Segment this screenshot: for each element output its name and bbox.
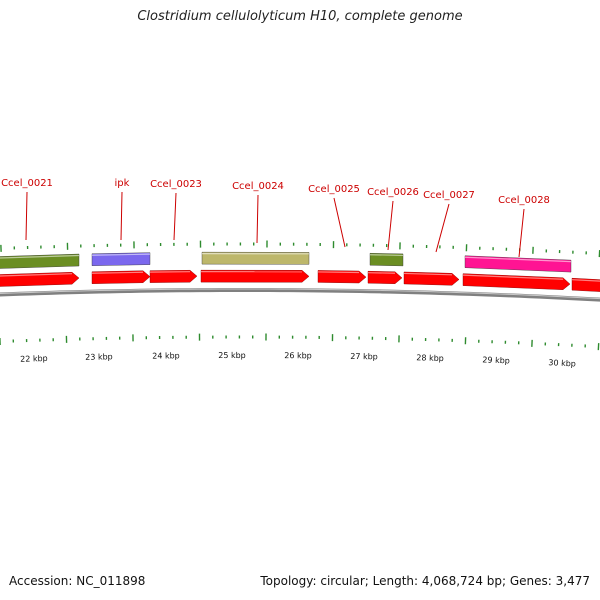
gene-label: Ccel_0021 (1, 178, 53, 189)
cds-arrow-shine (0, 273, 73, 277)
scale-label: 22 kbp (20, 354, 48, 364)
cds-arrow-shine (462, 274, 564, 280)
genome-summary-text: Topology: circular; Length: 4,068,724 bp… (260, 574, 590, 588)
gene-label-leader (435, 203, 450, 253)
scale-label: 27 kbp (350, 352, 378, 362)
gene-label: Ccel_0027 (423, 190, 475, 201)
cds-arrow (571, 277, 600, 292)
cds-arrow (149, 270, 198, 283)
feature-band (201, 251, 310, 265)
feature-band-shine (91, 253, 151, 256)
accession-text: Accession: NC_011898 (9, 574, 146, 588)
gene-label: Ccel_0025 (308, 184, 360, 195)
cds-arrow (403, 271, 460, 286)
scale-label: 30 kbp (548, 358, 576, 368)
cds-arrow-shine (403, 272, 453, 276)
gene-label-leader (518, 208, 525, 258)
cds-arrow (200, 269, 310, 283)
cds-arrow (367, 270, 403, 284)
gene-label: Ccel_0023 (150, 179, 202, 190)
feature-band (369, 253, 404, 267)
gene-label-leader (333, 197, 346, 248)
scale-label: 24 kbp (152, 351, 180, 360)
feature-band (464, 255, 572, 273)
cds-arrow (462, 273, 571, 290)
scale-label: 25 kbp (218, 351, 246, 360)
gene-label: Ccel_0028 (498, 195, 550, 206)
feature-band-shine (464, 256, 572, 263)
gene-label-leader (120, 191, 123, 241)
cds-arrow-shine (367, 272, 396, 274)
feature-band (91, 252, 151, 266)
cds-arrow (91, 270, 151, 284)
map-title: Clostridium cellulolyticum H10, complete… (137, 9, 463, 24)
cds-arrow (317, 270, 367, 284)
feature-band-shine (0, 254, 80, 259)
cds-arrow-shine (91, 271, 144, 274)
genome-backbone (0, 288, 600, 302)
scale-label: 29 kbp (482, 355, 510, 365)
gene-label-leader (256, 194, 259, 244)
gene-label-leader (173, 192, 177, 241)
gene-label: Ccel_0024 (232, 181, 284, 192)
genome-backbone-highlight (0, 288, 600, 300)
gene-label: Ccel_0026 (367, 187, 419, 198)
scale-label: 26 kbp (284, 351, 312, 360)
gene-label-leader (387, 200, 394, 251)
gene-label: ipk (115, 178, 130, 189)
gene-label-leader (25, 191, 28, 241)
feature-band-shine (369, 254, 404, 257)
scale-label: 28 kbp (416, 353, 444, 363)
scale-label: 23 kbp (85, 352, 113, 362)
cds-arrow-shine (571, 279, 600, 282)
cds-arrow-shine (317, 271, 360, 274)
